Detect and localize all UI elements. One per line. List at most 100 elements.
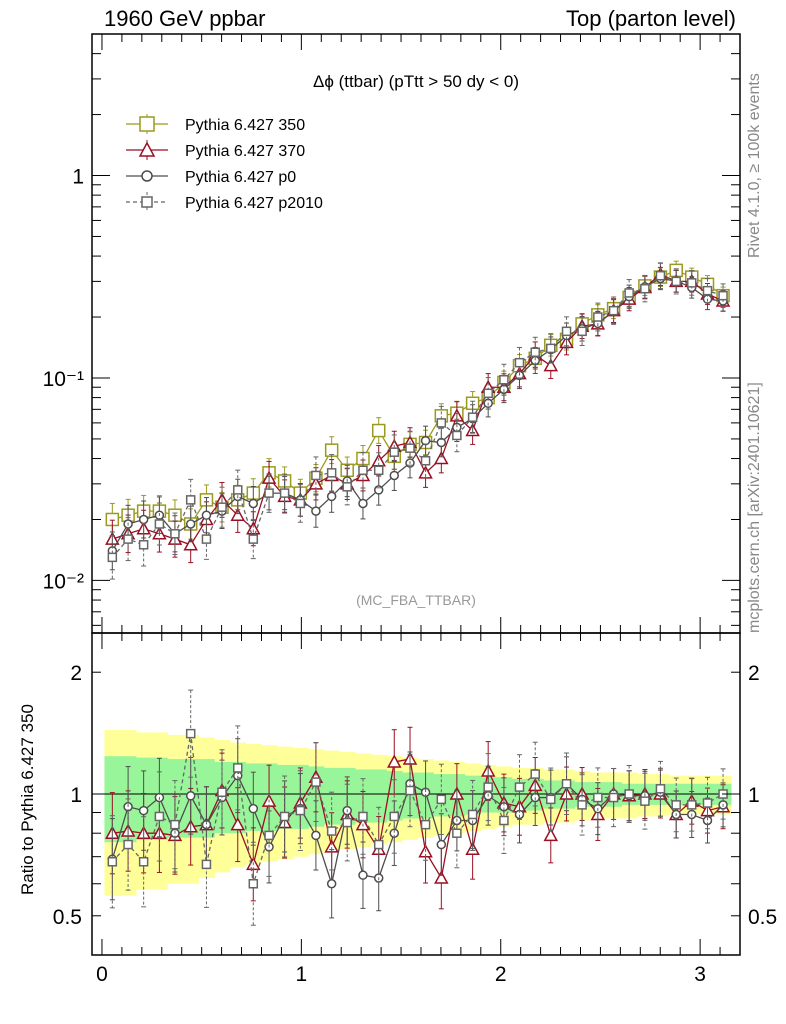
square-marker	[702, 285, 713, 296]
square-marker	[264, 830, 274, 841]
ratio-series-p2010	[107, 689, 728, 926]
square-marker	[170, 819, 180, 830]
square-marker	[483, 782, 493, 792]
square-marker	[640, 796, 650, 806]
ratio-y-tick-label-right: 1	[748, 784, 760, 807]
circle-marker	[326, 491, 337, 502]
square-marker	[217, 787, 227, 798]
circle-marker	[311, 830, 321, 841]
triangle-marker	[183, 537, 198, 551]
circle-marker	[201, 510, 212, 520]
square-marker	[358, 811, 368, 822]
square-marker	[138, 857, 149, 867]
circle-marker	[185, 791, 196, 801]
circle-marker	[185, 519, 196, 529]
square-marker	[593, 312, 603, 322]
header-right: Top (parton level)	[566, 6, 736, 31]
square-marker	[702, 798, 713, 808]
square-marker	[671, 276, 681, 287]
circle-marker	[373, 485, 384, 495]
square-marker	[358, 465, 368, 476]
ratio-y-tick-label-right: 0.5	[748, 906, 777, 929]
square-marker	[371, 423, 386, 438]
triangle-marker	[230, 507, 246, 521]
square-marker	[420, 819, 431, 830]
square-marker	[295, 805, 306, 816]
circle-marker	[326, 879, 337, 889]
legend-label: Pythia 6.427 p2010	[185, 195, 323, 212]
square-marker	[624, 789, 634, 799]
circle-marker	[436, 839, 447, 850]
square-marker	[311, 470, 321, 481]
circle-marker	[358, 498, 368, 509]
square-marker	[107, 857, 118, 867]
legend-item: Pythia 6.427 370	[126, 140, 305, 160]
square-marker	[373, 465, 384, 476]
square-marker	[467, 412, 478, 422]
square-marker	[373, 839, 384, 850]
square-marker	[608, 305, 619, 316]
circle-marker	[420, 435, 431, 446]
square-marker	[123, 534, 133, 544]
square-marker	[452, 828, 462, 838]
y-tick-label: 10⁻¹	[43, 368, 84, 391]
square-marker	[201, 534, 212, 544]
square-marker	[530, 347, 540, 357]
legend-item: Pythia 6.427 350	[126, 114, 305, 134]
triangle-marker	[387, 754, 402, 768]
square-marker	[185, 495, 196, 505]
square-marker	[342, 817, 352, 828]
square-marker	[295, 498, 306, 509]
ratio-series-p2010-line	[111, 733, 724, 884]
ratio-series-p0-line	[111, 774, 724, 887]
square-marker	[436, 794, 447, 805]
square-marker	[546, 794, 556, 805]
square-marker	[686, 800, 697, 810]
plot-title: Δϕ (ttbar) (pTtt > 50 dy < 0)	[313, 72, 519, 91]
square-marker	[530, 769, 540, 779]
legend-label: Pythia 6.427 p0	[185, 169, 296, 186]
circle-marker	[358, 870, 368, 880]
square-marker	[483, 388, 493, 399]
series-p2010-line	[111, 274, 724, 558]
square-marker	[405, 785, 415, 796]
circle-marker	[248, 803, 259, 814]
square-marker	[248, 534, 259, 544]
square-marker	[499, 815, 509, 826]
x-tick-label: 2	[495, 963, 507, 986]
square-marker	[264, 488, 274, 498]
x-tick-label: 1	[296, 963, 308, 986]
circle-marker	[311, 506, 321, 516]
square-marker	[342, 482, 352, 492]
square-marker	[279, 488, 290, 498]
square-marker	[279, 811, 290, 822]
square-marker	[170, 529, 180, 539]
square-marker	[718, 290, 728, 301]
square-marker	[248, 879, 259, 889]
series-370	[105, 262, 731, 564]
triangle-marker	[434, 450, 449, 465]
x-tick-label: 3	[694, 963, 706, 986]
ratio-y-tick-label-left: 0.5	[53, 906, 82, 929]
triangle-marker	[434, 870, 449, 884]
square-marker	[640, 283, 650, 294]
square-marker	[624, 288, 634, 298]
square-marker	[452, 430, 462, 441]
square-marker	[138, 540, 149, 550]
square-marker	[326, 468, 337, 478]
series-p2010	[107, 262, 728, 580]
square-marker	[593, 792, 603, 803]
square-marker	[561, 326, 572, 337]
legend-item: Pythia 6.427 p0	[126, 169, 296, 186]
square-marker	[405, 443, 415, 453]
square-marker	[420, 456, 431, 466]
ratio-y-tick-label-left: 2	[70, 662, 82, 685]
circle-marker	[248, 498, 259, 509]
analysis-label: (MC_FBA_TTBAR)	[356, 592, 476, 608]
triangle-marker	[543, 827, 559, 842]
square-marker	[154, 519, 165, 529]
y-tick-label: 1	[72, 166, 84, 189]
circle-marker	[138, 805, 149, 816]
series-350-line	[112, 269, 724, 525]
ratio-y-tick-label-right: 2	[748, 662, 760, 685]
